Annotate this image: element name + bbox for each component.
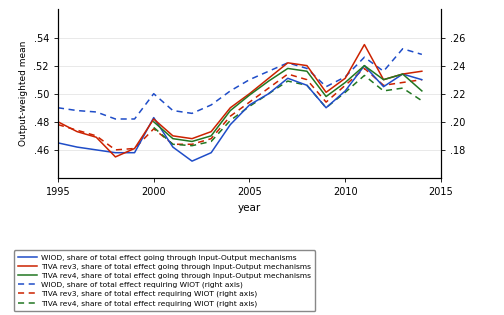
Legend: WIOD, share of total effect going through Input-Output mechanisms, TIVA rev3, sh: WIOD, share of total effect going throug…: [14, 250, 316, 311]
X-axis label: year: year: [238, 203, 261, 213]
Y-axis label: Output-weighted mean: Output-weighted mean: [19, 41, 28, 146]
